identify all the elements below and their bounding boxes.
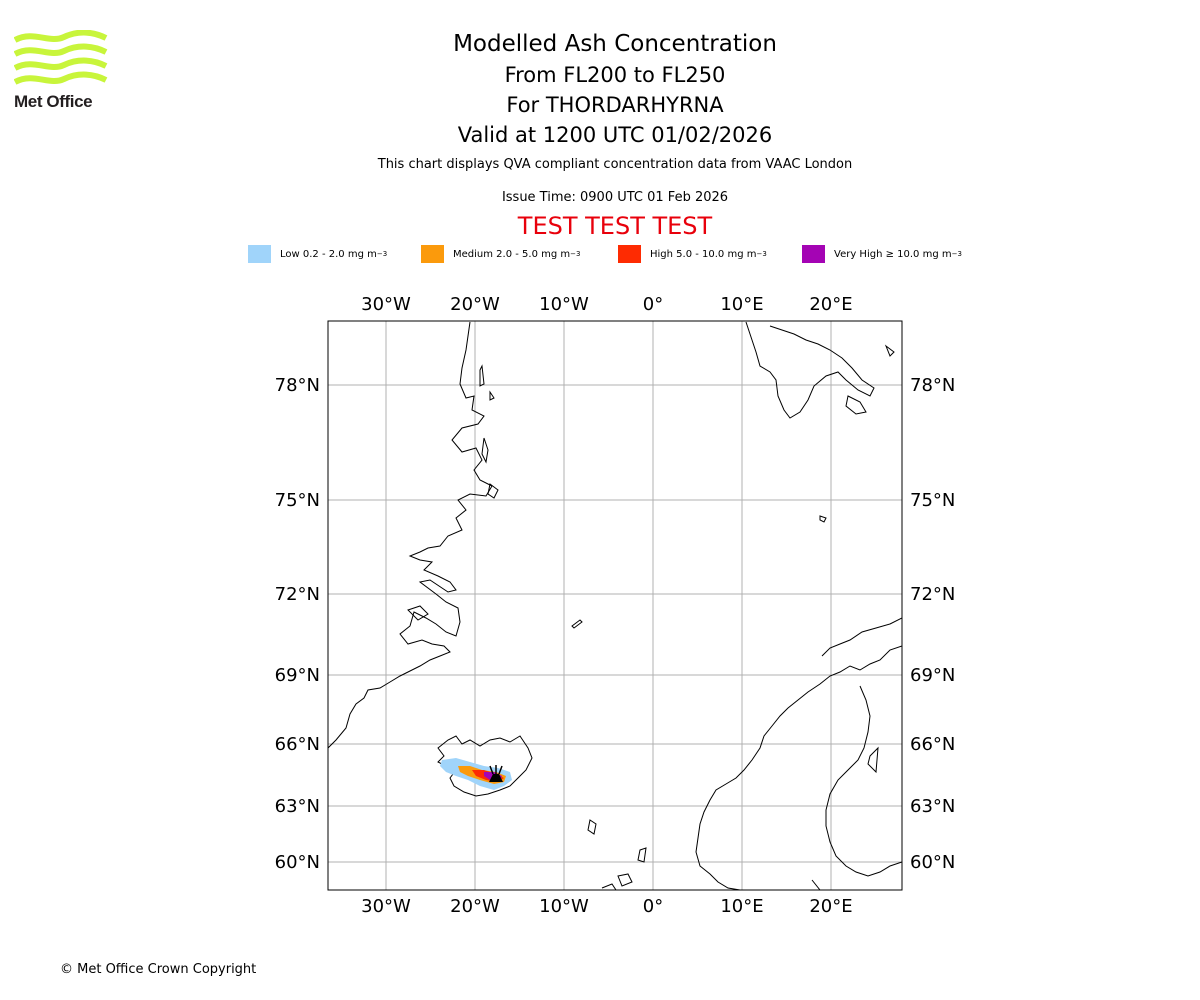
lat-label-right: 78°N xyxy=(910,375,955,396)
chart-title: Modelled Ash Concentration xyxy=(453,31,777,57)
legend-item-medium: Medium 2.0 - 5.0 mg m −3 xyxy=(421,244,580,264)
longitude-labels-top: 30°W 20°W 10°W 0° 10°E 20°E xyxy=(361,294,852,315)
met-office-logo: Met Office xyxy=(13,29,109,112)
legend-exp-medium: −3 xyxy=(570,250,581,258)
lat-label-left: 78°N xyxy=(275,375,320,396)
lat-label-left: 75°N xyxy=(275,490,320,511)
legend-label-low: Low 0.2 - 2.0 mg m xyxy=(280,248,377,260)
lon-label-top: 10°W xyxy=(539,294,589,315)
lat-label-left: 66°N xyxy=(275,734,320,755)
latitude-labels-left: 78°N 75°N 72°N 69°N 66°N 63°N 60°N xyxy=(275,375,320,873)
chart-title-block: Modelled Ash Concentration From FL200 to… xyxy=(300,28,930,150)
legend-label-high: High 5.0 - 10.0 mg m xyxy=(650,248,757,260)
lon-label-bottom: 20°E xyxy=(809,896,852,917)
volcano-icon xyxy=(489,765,503,782)
lon-label-bottom: 10°E xyxy=(720,896,763,917)
chart-description: This chart displays QVA compliant concen… xyxy=(377,157,853,172)
logo-text: Met Office xyxy=(14,92,93,111)
lon-label-top: 20°W xyxy=(450,294,500,315)
lat-label-right: 60°N xyxy=(910,852,955,873)
lat-label-left: 69°N xyxy=(275,665,320,686)
legend-swatch-high xyxy=(618,245,641,263)
met-office-waves-icon xyxy=(13,29,108,85)
lon-label-top: 20°E xyxy=(809,294,852,315)
graticule xyxy=(328,321,902,890)
valid-time: Valid at 1200 UTC 01/02/2026 xyxy=(457,123,773,147)
legend-exp-low: −3 xyxy=(376,250,388,258)
legend-swatch-medium xyxy=(421,245,444,263)
issue-time: Issue Time: 0900 UTC 01 Feb 2026 xyxy=(501,190,729,205)
lat-label-right: 75°N xyxy=(910,490,955,511)
test-banner: TEST TEST TEST xyxy=(517,212,713,240)
flight-levels: From FL200 to FL250 xyxy=(504,63,726,87)
volcano-name: For THORDARHYRNA xyxy=(506,93,724,117)
lon-label-top: 30°W xyxy=(361,294,411,315)
lat-label-left: 72°N xyxy=(275,584,320,605)
lat-label-right: 72°N xyxy=(910,584,955,605)
latitude-labels-right: 78°N 75°N 72°N 69°N 66°N 63°N 60°N xyxy=(910,375,955,873)
legend-label-very-high: Very High ≥ 10.0 mg m xyxy=(834,248,952,260)
lat-label-right: 63°N xyxy=(910,796,955,817)
legend-swatch-low xyxy=(248,245,271,263)
legend-exp-high: −3 xyxy=(756,250,767,258)
legend-item-low: Low 0.2 - 2.0 mg m −3 xyxy=(248,244,387,264)
lon-label-bottom: 30°W xyxy=(361,896,411,917)
lat-label-left: 63°N xyxy=(275,796,320,817)
legend-label-medium: Medium 2.0 - 5.0 mg m xyxy=(453,248,571,260)
map-background xyxy=(328,321,902,890)
lat-label-right: 69°N xyxy=(910,665,955,686)
coastlines xyxy=(328,321,902,890)
longitude-labels-bottom: 30°W 20°W 10°W 0° 10°E 20°E xyxy=(361,896,852,917)
legend-item-very-high: Very High ≥ 10.0 mg m −3 xyxy=(802,244,962,264)
lon-label-bottom: 0° xyxy=(643,896,663,917)
lat-label-right: 66°N xyxy=(910,734,955,755)
map-frame xyxy=(327,320,903,891)
legend-exp-very-high: −3 xyxy=(951,250,962,258)
copyright-notice: © Met Office Crown Copyright xyxy=(60,962,257,977)
lon-label-top: 10°E xyxy=(720,294,763,315)
lon-label-top: 0° xyxy=(643,294,663,315)
lat-label-left: 60°N xyxy=(275,852,320,873)
lon-label-bottom: 20°W xyxy=(450,896,500,917)
lon-label-bottom: 10°W xyxy=(539,896,589,917)
legend-item-high: High 5.0 - 10.0 mg m −3 xyxy=(618,244,767,264)
legend-swatch-very-high xyxy=(802,245,825,263)
